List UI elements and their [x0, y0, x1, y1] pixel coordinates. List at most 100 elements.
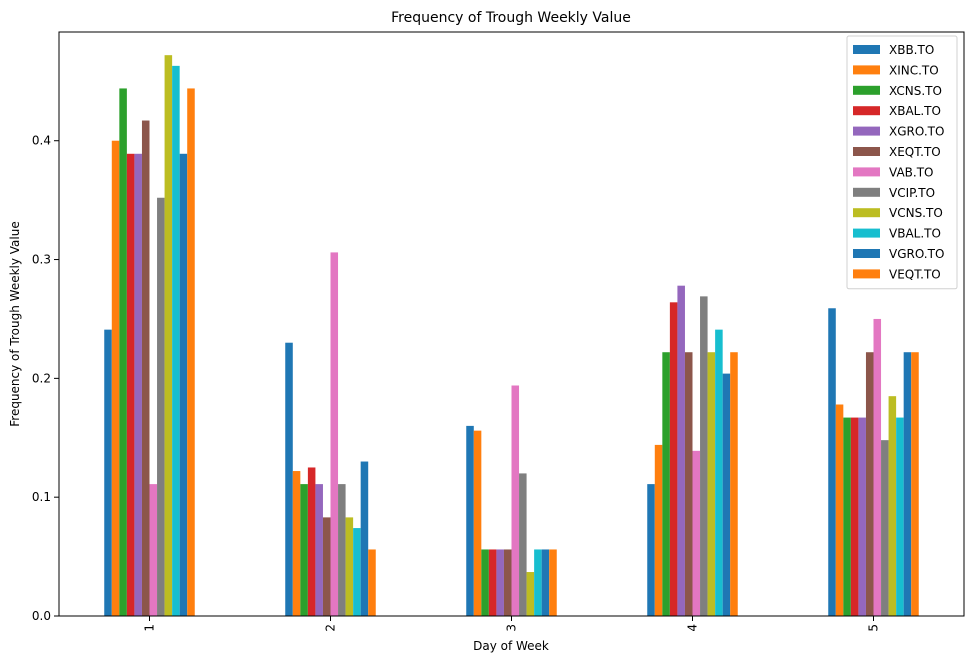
legend-box — [846, 35, 958, 290]
bar-veqt-to-day-3 — [549, 549, 557, 616]
legend-swatch — [853, 65, 880, 75]
legend-label: VCNS.TO — [889, 206, 943, 220]
legend-swatch — [853, 269, 880, 279]
bar-veqt-to-day-1 — [187, 88, 195, 616]
bar-xinc-to-day-5 — [835, 404, 844, 616]
bar-vab-to-day-1 — [149, 484, 158, 616]
legend-swatch — [853, 147, 880, 156]
bar-veqt-to-day-5 — [911, 352, 919, 616]
y-axis: 0.0 0.1 0.2 0.3 0.4 — [32, 134, 59, 623]
bar-xbb-to-day-1 — [104, 329, 112, 616]
x-tick-label: 5 — [867, 624, 881, 632]
legend-label: VEQT.TO — [889, 267, 941, 281]
legend-swatch — [853, 167, 880, 177]
bar-vgro-to-day-4 — [722, 373, 731, 616]
bar-xbb-to-day-5 — [828, 308, 836, 616]
bar-vcns-to-day-2 — [345, 517, 354, 616]
legend-swatch — [853, 106, 880, 116]
bar-xcns-to-day-5 — [843, 417, 851, 616]
bar-vgro-to-day-5 — [903, 352, 912, 616]
legend-swatch — [853, 249, 880, 258]
plot-frame — [58, 31, 965, 617]
x-tick-label: 3 — [505, 624, 519, 632]
bar-xgro-to-day-1 — [134, 153, 142, 617]
bar-vab-to-day-4 — [692, 450, 701, 616]
legend-swatch — [853, 187, 880, 197]
legend-label: XEQT.TO — [889, 145, 941, 159]
bar-xgro-to-day-3 — [496, 549, 504, 616]
y-tick-label: 0.0 — [32, 609, 51, 623]
bar-vbal-to-day-4 — [715, 329, 723, 616]
bar-xbb-to-day-4 — [647, 484, 655, 616]
legend-swatch — [853, 208, 880, 218]
bar-veqt-to-day-2 — [368, 549, 376, 616]
bar-xinc-to-day-2 — [292, 471, 301, 616]
bar-xbb-to-day-2 — [285, 342, 293, 616]
legend-label: XBB.TO — [889, 43, 934, 57]
x-tick-label: 1 — [143, 624, 157, 632]
bar-vgro-to-day-2 — [360, 461, 369, 616]
bar-vbal-to-day-1 — [172, 65, 180, 617]
bar-xbal-to-day-5 — [850, 417, 859, 616]
bar-vgro-to-day-3 — [541, 549, 550, 616]
bar-veqt-to-day-4 — [730, 352, 738, 616]
x-tick-label: 2 — [324, 624, 338, 632]
legend-label: XCNS.TO — [889, 84, 942, 98]
legend-swatch — [853, 126, 880, 136]
legend-label: VBAL.TO — [889, 227, 941, 241]
bar-vab-to-day-2 — [330, 252, 339, 616]
y-tick-label: 0.1 — [32, 490, 51, 504]
bar-xbal-to-day-1 — [126, 153, 135, 617]
bar-xgro-to-day-2 — [315, 484, 323, 616]
bar-vcip-to-day-2 — [338, 484, 346, 616]
bar-vcns-to-day-4 — [707, 352, 716, 616]
legend-label: VAB.TO — [889, 165, 933, 179]
bar-xinc-to-day-3 — [473, 430, 482, 616]
bar-vcip-to-day-3 — [519, 473, 527, 616]
bar-xcns-to-day-3 — [481, 549, 489, 616]
bars-group — [104, 55, 919, 617]
bar-xeqt-to-day-4 — [684, 352, 693, 616]
legend-swatch — [853, 228, 880, 238]
bar-vgro-to-day-1 — [179, 153, 188, 617]
legend: XBB.TO XINC.TO XCNS.TO XBAL.TO XGRO.TO XEQT.T… — [846, 35, 958, 290]
bar-vbal-to-day-3 — [534, 549, 542, 616]
y-axis-label: Frequency of Trough Weekly Value — [8, 221, 22, 427]
bar-vcns-to-day-5 — [888, 396, 897, 616]
bar-xcns-to-day-1 — [119, 88, 127, 616]
bar-xcns-to-day-2 — [300, 484, 308, 616]
bar-xinc-to-day-4 — [654, 444, 663, 616]
x-axis: 1 2 3 4 5 — [143, 616, 881, 632]
bar-xcns-to-day-4 — [662, 352, 670, 616]
legend-swatch — [853, 45, 880, 54]
bar-xgro-to-day-4 — [677, 285, 685, 616]
legend-label: XGRO.TO — [889, 125, 944, 139]
bar-vcip-to-day-5 — [881, 440, 889, 616]
chart-title: Frequency of Trough Weekly Value — [391, 10, 631, 26]
bar-xeqt-to-day-5 — [865, 352, 874, 616]
bar-vcip-to-day-4 — [700, 296, 708, 616]
y-tick-label: 0.2 — [32, 371, 51, 385]
x-tick-label: 4 — [686, 624, 700, 632]
bar-vbal-to-day-5 — [896, 417, 904, 616]
bar-xeqt-to-day-3 — [503, 549, 512, 616]
legend-swatch — [853, 85, 880, 95]
bar-xeqt-to-day-1 — [141, 120, 150, 617]
y-tick-label: 0.4 — [32, 134, 51, 148]
legend-label: XBAL.TO — [889, 104, 941, 118]
bar-xbb-to-day-3 — [466, 425, 474, 616]
bar-vab-to-day-5 — [873, 318, 882, 616]
bar-vcns-to-day-1 — [164, 55, 173, 617]
y-tick-label: 0.3 — [32, 253, 51, 267]
bar-xgro-to-day-5 — [858, 417, 866, 616]
bar-vcip-to-day-1 — [157, 197, 165, 616]
bar-xbal-to-day-3 — [488, 549, 497, 616]
bar-vcns-to-day-3 — [526, 572, 535, 616]
legend-label: VCIP.TO — [889, 186, 935, 200]
bar-vab-to-day-3 — [511, 385, 520, 616]
bar-xbal-to-day-2 — [307, 467, 316, 616]
legend-label: VGRO.TO — [889, 247, 944, 261]
legend-label: XINC.TO — [889, 63, 939, 77]
x-axis-label: Day of Week — [473, 639, 549, 653]
